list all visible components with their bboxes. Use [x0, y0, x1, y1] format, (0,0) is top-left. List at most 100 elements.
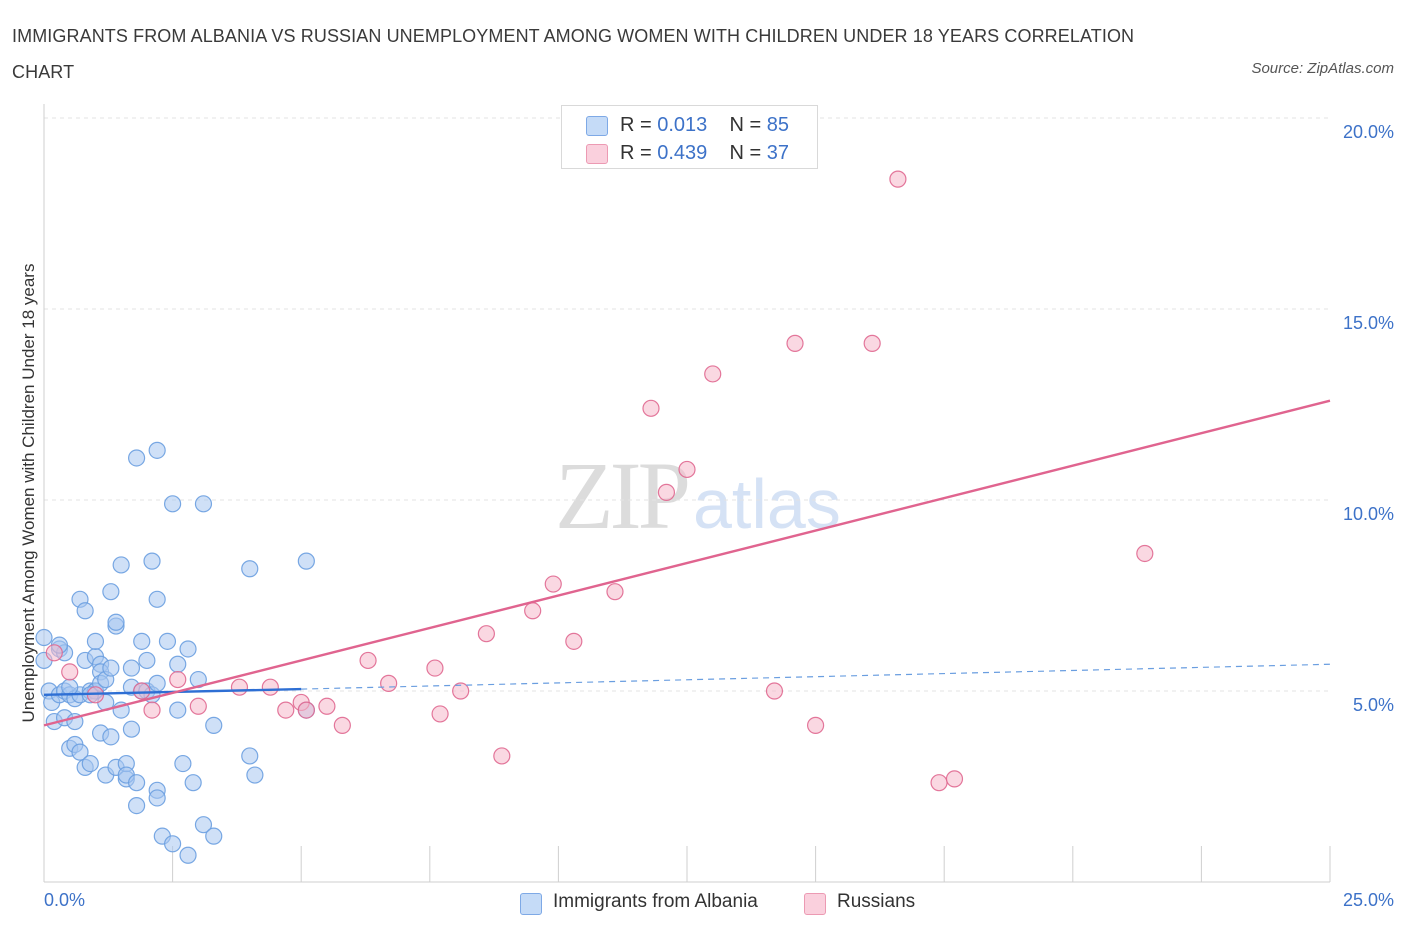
- y-tick-15: 15.0%: [1342, 313, 1394, 333]
- data-point-russians: [359, 651, 377, 670]
- data-point-russians: [493, 747, 511, 765]
- data-point-albania: [127, 796, 146, 815]
- r-label: R =: [620, 114, 652, 136]
- watermark: ZIPatlas: [555, 440, 841, 551]
- data-point-albania: [246, 766, 264, 784]
- data-point-russians: [318, 697, 336, 715]
- chart-title: IMMIGRANTS FROM ALBANIA VS RUSSIAN UNEMP…: [12, 26, 1135, 82]
- data-point-russians: [704, 365, 722, 383]
- n-value-albania: 85: [766, 114, 790, 136]
- series-legend: Immigrants from Albania Russians: [0, 888, 1406, 918]
- data-point-russians: [765, 682, 784, 700]
- data-point-russians: [863, 334, 881, 352]
- data-point-albania: [158, 632, 177, 650]
- data-point-albania: [122, 720, 141, 738]
- data-point-russians: [642, 399, 660, 417]
- data-point-albania: [102, 728, 120, 746]
- legend-swatch-russians: [586, 144, 608, 164]
- data-point-albania: [127, 449, 146, 467]
- stats-legend: R = 0.013 N = 85 R = 0.439 N = 37: [561, 105, 818, 169]
- data-point-russians: [297, 701, 315, 719]
- source-label: Source: ZipAtlas.com: [1251, 60, 1394, 77]
- data-point-albania: [205, 716, 223, 734]
- data-point-albania: [102, 583, 120, 601]
- data-point-russians: [169, 670, 187, 689]
- data-point-albania: [102, 659, 120, 677]
- x-tick-max: 25.0%: [1342, 890, 1394, 910]
- data-point-albania: [205, 827, 223, 845]
- data-point-russians: [945, 770, 964, 788]
- data-point-russians: [678, 460, 696, 479]
- n-value-russians: 37: [766, 142, 790, 164]
- data-point-russians: [230, 678, 249, 696]
- data-point-albania: [148, 441, 166, 459]
- data-point-russians: [930, 774, 948, 792]
- data-point-russians: [261, 678, 279, 696]
- data-point-russians: [477, 625, 495, 643]
- data-point-albania: [174, 754, 192, 773]
- data-point-albania: [107, 613, 125, 631]
- data-point-albania: [61, 678, 79, 696]
- data-point-russians: [380, 674, 398, 692]
- data-point-albania: [143, 552, 161, 570]
- data-point-russians: [524, 602, 542, 620]
- legend-label-russians: Russians: [837, 891, 916, 912]
- data-point-albania: [241, 560, 259, 578]
- data-point-albania: [241, 747, 259, 765]
- data-point-russians: [61, 663, 79, 681]
- data-point-russians: [431, 705, 449, 723]
- data-point-albania: [76, 602, 94, 620]
- data-point-albania: [127, 774, 146, 792]
- data-point-albania: [148, 590, 166, 608]
- data-point-russians: [45, 644, 63, 662]
- data-point-albania: [112, 556, 130, 574]
- legend-swatch-albania: [520, 893, 542, 915]
- data-point-russians: [657, 483, 676, 501]
- n-label: N =: [729, 114, 762, 136]
- data-point-albania: [35, 628, 53, 647]
- data-point-albania: [148, 789, 166, 807]
- trend-line-extended-albania: [301, 663, 1331, 690]
- data-point-russians: [426, 659, 444, 677]
- data-point-russians: [452, 682, 470, 700]
- r-value-russians: 0.439: [657, 142, 708, 164]
- data-point-albania: [297, 552, 315, 570]
- r-value-albania: 0.013: [657, 114, 708, 136]
- data-point-russians: [189, 697, 207, 715]
- data-point-albania: [179, 640, 197, 658]
- data-point-albania: [194, 495, 213, 513]
- data-point-albania: [184, 774, 202, 792]
- legend-swatch-russians: [804, 893, 826, 915]
- data-point-russians: [606, 583, 624, 601]
- data-point-albania: [86, 632, 105, 650]
- data-point-albania: [81, 754, 99, 773]
- data-point-albania: [71, 743, 89, 761]
- data-point-albania: [169, 701, 187, 719]
- data-point-albania: [164, 495, 182, 513]
- data-point-russians: [889, 170, 907, 188]
- data-point-russians: [1136, 544, 1154, 563]
- legend-label-albania: Immigrants from Albania: [553, 891, 758, 912]
- legend-swatch-albania: [586, 116, 608, 136]
- data-point-russians: [786, 334, 804, 352]
- x-tick-min: 0.0%: [44, 890, 86, 910]
- data-point-russians: [806, 716, 825, 734]
- data-point-russians: [544, 575, 562, 593]
- data-point-russians: [333, 716, 351, 734]
- data-point-albania: [138, 651, 156, 670]
- data-point-russians: [565, 632, 583, 650]
- data-point-albania: [133, 632, 151, 650]
- y-tick-5: 5.0%: [1352, 695, 1394, 715]
- data-point-albania: [169, 655, 187, 673]
- trend-line-russians: [43, 399, 1331, 727]
- data-point-albania: [164, 835, 182, 853]
- data-point-albania: [194, 816, 213, 834]
- y-tick-10: 10.0%: [1342, 504, 1394, 524]
- data-point-russians: [143, 701, 161, 719]
- data-point-albania: [179, 846, 197, 864]
- y-tick-20: 20.0%: [1342, 122, 1394, 142]
- data-point-albania: [148, 674, 166, 692]
- n-label: N =: [729, 142, 762, 164]
- y-axis-label: Unemployment Among Women with Children U…: [19, 263, 38, 723]
